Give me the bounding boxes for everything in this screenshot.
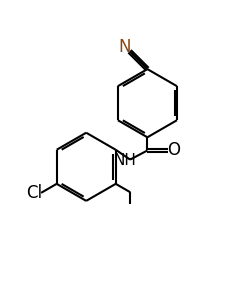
Text: N: N bbox=[119, 37, 131, 56]
Text: NH: NH bbox=[113, 153, 136, 168]
Text: O: O bbox=[167, 141, 180, 160]
Text: Cl: Cl bbox=[26, 184, 42, 202]
